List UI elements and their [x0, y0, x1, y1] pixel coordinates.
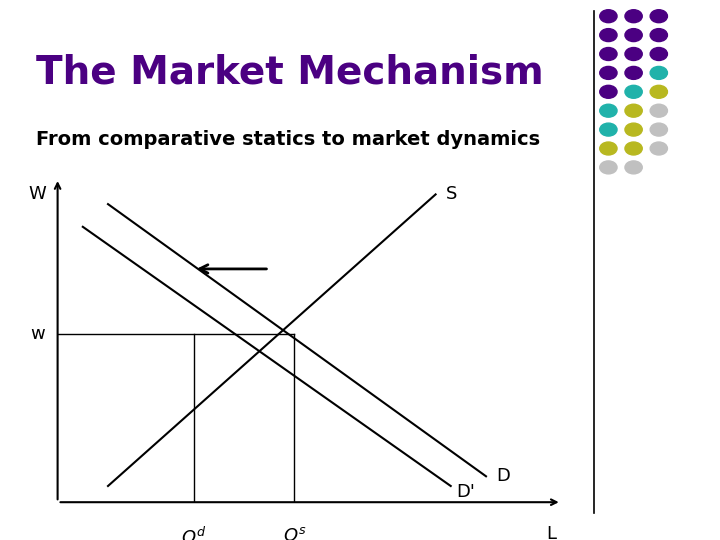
Text: From comparative statics to market dynamics: From comparative statics to market dynam…: [36, 130, 540, 148]
Text: w: w: [30, 325, 45, 343]
Text: D': D': [456, 483, 474, 502]
Text: $Q^s$: $Q^s$: [283, 525, 306, 540]
Text: $Q^d$: $Q^d$: [181, 525, 207, 540]
Text: L: L: [546, 525, 557, 540]
Text: W: W: [29, 185, 46, 202]
Text: S: S: [446, 185, 457, 204]
Text: D: D: [496, 467, 510, 485]
Text: The Market Mechanism: The Market Mechanism: [36, 54, 544, 92]
